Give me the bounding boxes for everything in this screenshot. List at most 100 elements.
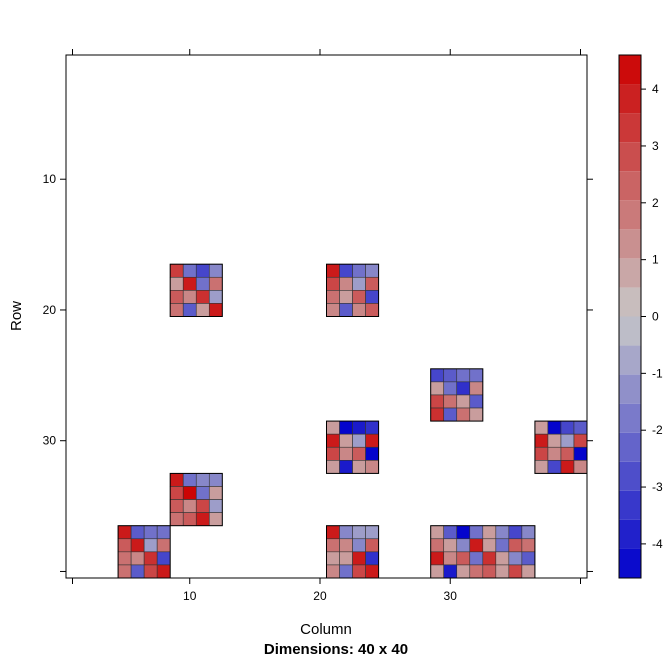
heatmap-cell [456,407,471,422]
heatmap-cell [482,551,497,566]
heatmap-cell [169,499,184,513]
heatmap-cell [339,420,353,435]
heatmap-cell [339,303,353,317]
heatmap-cell [352,460,366,474]
heatmap-cell [130,551,145,566]
heatmap-cell [508,538,523,553]
colorbar-tick-label: -4 [652,537,663,551]
heatmap-cell [469,381,484,396]
heatmap-cell [208,486,223,500]
heatmap-cell [573,460,588,474]
heatmap-cell [430,368,445,383]
heatmap-cell [365,263,379,278]
heatmap-cell [208,303,223,317]
heatmap-cell [339,433,353,448]
plot-frame [65,54,588,579]
colorbar-tick-label: 3 [652,139,659,153]
heatmap-cell [573,420,588,435]
heatmap-cell [521,564,536,579]
heatmap-cell [365,290,379,304]
heatmap-cell [482,564,497,579]
heatmap-cell [208,276,223,291]
chart-subtitle: Dimensions: 40 x 40 [264,641,408,658]
heatmap-cell [469,564,484,579]
heatmap-cell [156,525,171,540]
heatmap-cell [352,525,366,540]
heatmap-cell [326,446,340,461]
colorbar-tick-label: 2 [652,196,659,210]
heatmap-cell [182,473,197,487]
heatmap-cell [482,538,497,553]
block-border [169,263,223,318]
heatmap-cell [365,564,379,579]
heatmap-cell [156,538,171,553]
heatmap-cell [534,433,549,448]
heatmap-cell [326,564,340,579]
heatmap-cell [365,551,379,566]
heatmap-cell [156,564,171,579]
heatmap-cell [208,512,223,526]
heatmap-cell [326,460,340,474]
heatmap-cell [143,538,158,553]
heatmap-cell [430,407,445,422]
heatmap-cell [430,551,445,566]
heatmap-cell [456,551,471,566]
heatmap-cell [521,551,536,566]
y-axis-label: Row [8,301,25,331]
heatmap-cell [208,499,223,513]
heatmap-cell [352,420,366,435]
heatmap-cell [495,564,510,579]
heatmap-cell [352,551,366,566]
heatmap-cell [469,368,484,383]
colorbar: -4 -3 -2 -1 0 1 2 3 4 [618,54,663,579]
x-tick-label: 20 [313,589,327,603]
heatmap-cell [456,525,471,540]
heatmap-cell [573,433,588,448]
heatmap-cell [469,551,484,566]
heatmap-cell [365,303,379,317]
colorbar-tick-label: -2 [652,423,663,437]
heatmap-cell [195,473,210,487]
heatmap-cell [521,538,536,553]
heatmap-cell [573,446,588,461]
heatmap-cell [143,525,158,540]
colorbar-segment [619,548,641,578]
heatmap-cell [117,564,132,579]
heatmap-cell [365,446,379,461]
heatmap-cell [534,420,549,435]
heatmap-cell [326,433,340,448]
heatmap-cell [339,276,353,291]
heatmap-cell [560,433,575,448]
heatmap-cell [182,499,197,513]
heatmap-cell [169,290,184,304]
heatmap-cell [547,460,562,474]
colorbar-segment [619,403,641,433]
heatmap-cell [182,263,197,278]
colorbar-segment [619,316,641,346]
heatmap-cell [339,551,353,566]
heatmap-cell [352,276,366,291]
heatmap-cell [208,290,223,304]
colorbar-segment [619,229,641,259]
heatmap-cell [339,538,353,553]
heatmap-cell [482,525,497,540]
colorbar-tick-label: -1 [652,366,663,380]
heatmap-cell [130,564,145,579]
heatmap-cell [169,486,184,500]
y-tick-label: 10 [43,172,57,186]
heatmap-cell [469,538,484,553]
heatmap-cell [521,525,536,540]
heatmap-cell [469,394,484,409]
heatmap-cell [352,564,366,579]
heatmap-cell [326,551,340,566]
x-tick-label: 30 [444,589,458,603]
heatmap-cell [169,303,184,317]
heatmap-cell [143,551,158,566]
colorbar-segment [619,200,641,230]
colorbar-tick-label: -3 [652,480,663,494]
colorbar-segment [619,113,641,143]
colorbar-segment [619,84,641,114]
heatmap-cell [326,276,340,291]
heatmap-cell [208,473,223,487]
heatmap-cell [534,446,549,461]
